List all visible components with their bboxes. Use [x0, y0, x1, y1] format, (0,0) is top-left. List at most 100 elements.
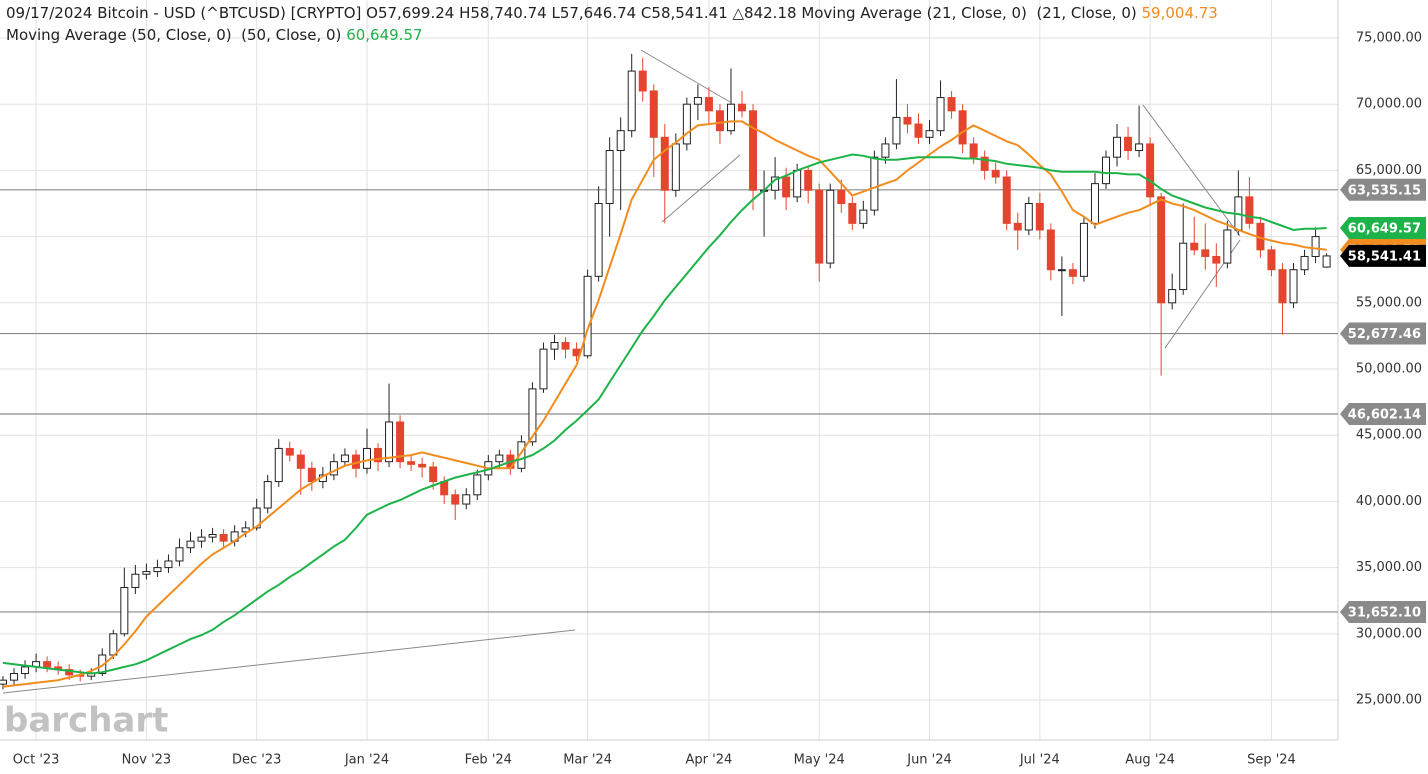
trend-line [640, 49, 731, 103]
candle-body [1113, 136, 1122, 158]
candle-body [1068, 269, 1077, 277]
x-tick-label: Dec '23 [232, 753, 281, 768]
candle-body [362, 447, 371, 469]
x-tick-label: Oct '23 [13, 753, 60, 768]
legend-entry: Moving Average (50, Close, 0) (50, Close… [6, 26, 342, 44]
candle-body [583, 275, 592, 357]
candle-body [1057, 269, 1066, 272]
y-tick-label: 75,000.00 [1356, 30, 1422, 45]
candle-body [815, 189, 824, 264]
candle-body [473, 474, 482, 496]
candle-body [738, 103, 747, 112]
candle-body [120, 586, 129, 635]
candle-body [385, 421, 394, 463]
ma-tag-label: 60,649.57 [1348, 222, 1421, 237]
candle-body [947, 97, 956, 112]
candle-body [594, 203, 603, 277]
y-tick-label: 45,000.00 [1356, 428, 1422, 443]
candle-body [1002, 176, 1011, 224]
candle-body [285, 447, 294, 456]
candle-body [1024, 203, 1033, 231]
candle-body [153, 567, 162, 573]
price-line-tag-label: 46,602.14 [1348, 407, 1421, 422]
trend-line [1142, 104, 1241, 237]
candle-body [1157, 196, 1166, 304]
candle-body [903, 116, 912, 125]
candle-body [1223, 229, 1232, 264]
price-line-tag-label: 63,535.15 [1348, 183, 1421, 198]
moving-average-line [2, 120, 1327, 688]
candle-body [1046, 229, 1055, 271]
candle-body [969, 143, 978, 158]
legend-value: 60,649.57 [346, 26, 423, 44]
candle-body [495, 454, 504, 463]
close-tag-label: 58,541.41 [1348, 249, 1421, 264]
legend: 09/17/2024 Bitcoin - USD (^BTCUSD) [CRYP… [6, 2, 1218, 46]
candle-body [374, 447, 383, 463]
close-tag [1340, 244, 1426, 267]
price-tags: 63,535.1552,677.4646,602.1431,652.1059,0… [1340, 178, 1426, 623]
candle-body [1168, 289, 1177, 304]
price-line-tag [1340, 178, 1426, 201]
y-tick-label: 65,000.00 [1356, 163, 1422, 178]
y-tick-label: 40,000.00 [1356, 494, 1422, 509]
candle-body [186, 540, 195, 549]
candle-body [782, 176, 791, 198]
candle-body [131, 573, 140, 588]
candle-body [682, 103, 691, 145]
candle-body [638, 70, 647, 92]
candle-body [980, 156, 989, 171]
x-tick-label: Apr '24 [686, 753, 733, 768]
candle-body [936, 97, 945, 132]
candle-body [175, 547, 184, 562]
candle-body [925, 130, 934, 138]
trend-line [2, 629, 576, 694]
y-tick-label: 50,000.00 [1356, 362, 1422, 377]
candle-body [142, 571, 151, 575]
candle-body [715, 110, 724, 132]
candle-body [429, 466, 438, 483]
price-line-tag-label: 52,677.46 [1348, 327, 1421, 342]
candle-body [1124, 136, 1133, 152]
x-tick-label: May '24 [794, 753, 845, 768]
candle-body [10, 673, 19, 681]
y-tick-label: 70,000.00 [1356, 97, 1422, 112]
candle-body [671, 143, 680, 191]
x-tick-label: Jun '24 [906, 753, 952, 768]
candle-body [396, 421, 405, 463]
candle-body [296, 454, 305, 469]
candle-body [252, 507, 261, 529]
candle-body [241, 527, 250, 533]
candle-body [881, 143, 890, 158]
candle-body [440, 481, 449, 496]
price-line-tag-label: 31,652.10 [1348, 605, 1421, 620]
x-tick-label: Jan '24 [344, 753, 389, 768]
candle-body [539, 348, 548, 390]
candle-body [1278, 269, 1287, 304]
candle-body [892, 116, 901, 145]
candle-body [517, 441, 526, 469]
candle-body [208, 534, 217, 538]
candle-body [550, 342, 559, 350]
candle-body [451, 494, 460, 505]
candle-body [1212, 255, 1221, 264]
candle-body [1322, 255, 1331, 268]
candle-body [837, 189, 846, 205]
trend-line [661, 154, 741, 223]
x-tick-label: Aug '24 [1125, 753, 1175, 768]
candle-body [197, 536, 206, 542]
candle-body [1135, 143, 1144, 152]
candle-body [1190, 242, 1199, 251]
candle-body [561, 342, 570, 350]
watermark: barchart [4, 701, 168, 741]
candle-body [848, 203, 857, 224]
candle-body [660, 136, 669, 191]
plot-area [0, 53, 1331, 690]
candle-body [914, 123, 923, 138]
x-tick-label: Feb '24 [465, 753, 512, 768]
candle-body [649, 90, 658, 138]
candle-body [274, 447, 283, 483]
